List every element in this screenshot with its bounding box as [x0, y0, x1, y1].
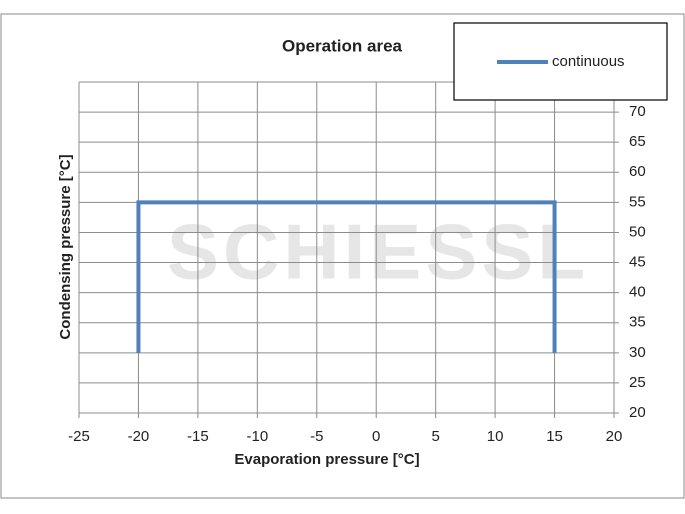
y-tick-label: 70 — [629, 103, 646, 120]
x-tick-label: -25 — [68, 428, 90, 445]
y-tick-label: 50 — [629, 223, 646, 240]
legend-label: continuous — [552, 53, 625, 70]
chart-title: Operation area — [282, 36, 403, 55]
x-tick-label: -20 — [128, 428, 150, 445]
x-axis-label: Evaporation pressure [°C] — [234, 451, 419, 468]
x-tick-label: 5 — [431, 428, 439, 445]
y-tick-label: 35 — [629, 314, 646, 331]
x-tick-label: 20 — [606, 428, 623, 445]
x-tick-label: -15 — [187, 428, 209, 445]
legend: continuous — [453, 22, 668, 101]
x-tick-label: -10 — [246, 428, 268, 445]
y-tick-label: 65 — [629, 133, 646, 150]
watermark: SCHIESSL — [167, 208, 589, 296]
legend-box — [453, 22, 668, 101]
y-tick-label: 40 — [629, 284, 646, 301]
x-tick-label: -5 — [310, 428, 323, 445]
x-tick-label: 15 — [546, 428, 563, 445]
y-axis-label: Condensing pressure [°C] — [57, 154, 74, 339]
y-tick-label: 55 — [629, 193, 646, 210]
y-tick-label: 30 — [629, 344, 646, 361]
x-tick-label: 10 — [487, 428, 504, 445]
data-line — [136, 200, 557, 353]
y-tick-label: 25 — [629, 374, 646, 391]
y-tick-label: 45 — [629, 254, 646, 271]
x-tick-label: 0 — [372, 428, 380, 445]
y-tick-label: 20 — [629, 404, 646, 421]
y-tick-label: 60 — [629, 163, 646, 180]
